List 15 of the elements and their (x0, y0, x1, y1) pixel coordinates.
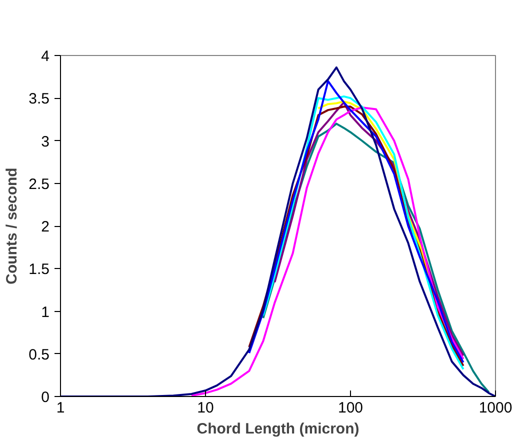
y-tick-label: 1 (41, 304, 50, 321)
x-tick-label: 10 (197, 400, 214, 416)
y-tick-label: 3.5 (28, 90, 50, 108)
y-tick-label: 2.5 (28, 176, 50, 193)
y-tick-label: 1.5 (28, 261, 50, 278)
x-tick-label: 1 (56, 400, 65, 416)
y-tick-label: 0 (41, 389, 50, 406)
x-axis-title: Chord Length (micron) (196, 420, 360, 438)
y-tick-label: 2 (41, 218, 50, 236)
y-tick-label: 4 (41, 48, 50, 65)
y-tick-label: 0.5 (28, 346, 50, 364)
y-tick-label: 3 (41, 133, 50, 150)
x-tick-label: 1000 (478, 400, 512, 416)
y-axis-title: Counts / second (4, 168, 21, 284)
x-tick-label: 100 (338, 400, 364, 416)
